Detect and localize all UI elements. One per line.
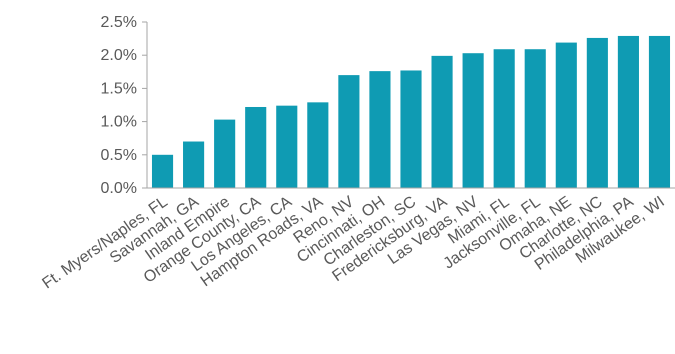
bar (369, 71, 391, 188)
y-tick-label: 1.5% (101, 80, 137, 97)
bar (555, 42, 577, 188)
bar (276, 105, 298, 188)
y-tick-label: 0.0% (101, 180, 137, 197)
bar (524, 49, 546, 188)
y-tick-label: 1.0% (101, 114, 137, 131)
bar (493, 49, 515, 188)
bars (151, 35, 671, 188)
y-axis: 0.0% 0.5% 1.0% 1.5% 2.0% 2.5% (101, 14, 148, 197)
bar (151, 154, 174, 188)
y-tick-label: 2.5% (101, 14, 137, 31)
bar (214, 119, 236, 188)
y-tick-label: 2.0% (101, 47, 137, 64)
bar (648, 35, 671, 188)
bar (400, 70, 422, 188)
bar (307, 102, 329, 188)
bar (617, 35, 639, 188)
bar (431, 55, 453, 188)
bar (462, 53, 484, 188)
bar (338, 75, 360, 188)
y-tick-label: 0.5% (101, 147, 137, 164)
bar (183, 141, 205, 188)
bar (586, 37, 608, 188)
bar (245, 106, 267, 188)
